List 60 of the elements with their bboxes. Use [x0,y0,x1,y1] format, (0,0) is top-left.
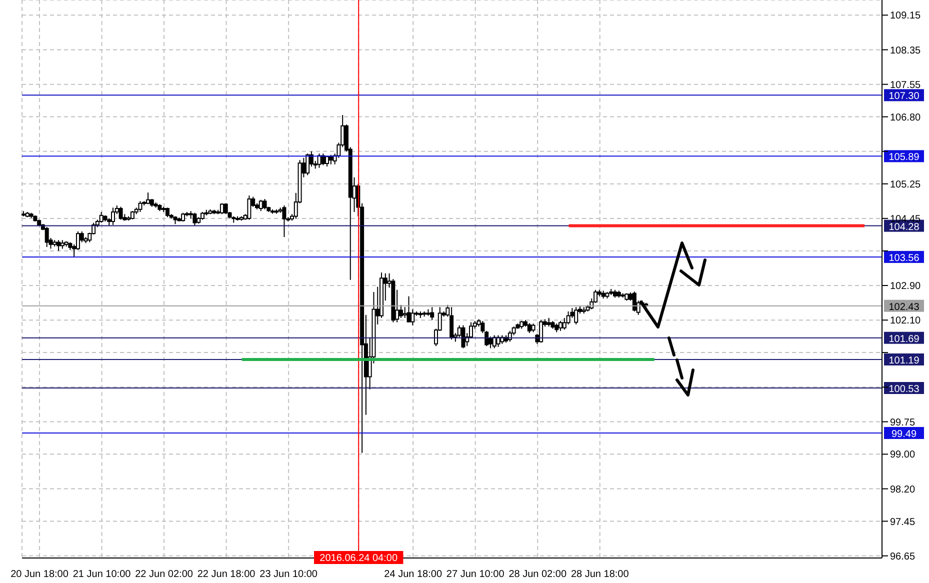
ref-line-label: 100.53 [888,384,920,396]
candlestick [450,306,454,340]
candlestick [539,320,544,344]
candlestick [461,324,466,349]
candlestick [558,320,563,332]
candlestick [527,322,532,334]
y-tick-label: 107.55 [890,80,922,91]
x-tick-label: 22 Jun 18:00 [197,569,256,580]
candlestick [111,207,115,226]
ref-line-label: 101.19 [888,355,920,366]
candlestick [138,200,142,212]
candlestick [406,296,411,323]
candlestick [410,308,415,326]
candlestick [99,211,104,224]
candlestick [165,207,170,218]
ref-line-label: 102.43 [888,302,920,313]
x-tick-label: 23 Jun 10:00 [260,569,318,580]
candlestick [247,195,252,220]
candlestick [430,306,434,321]
ref-line-label: 101.69 [888,334,920,345]
y-tick-label: 97.45 [890,516,916,528]
candlestick [574,306,578,325]
x-tick-label: 2016.06.24 04:00 [320,553,398,564]
y-tick-label: 105.25 [890,179,922,190]
y-tick-label: 102.10 [890,316,922,327]
candlestick [258,199,263,212]
x-tick-label: 24 Jun 18:00 [384,569,442,580]
candlestick [118,206,123,220]
y-tick-label: 108.35 [890,45,922,56]
candlestick [328,154,333,165]
y-tick-label: 98.20 [890,484,916,496]
candlestick [317,153,322,168]
candlestick [262,198,267,210]
ref-line-label: 103.56 [888,252,920,264]
y-tick-label: 99.75 [890,417,916,428]
x-tick-label: 21 Jun 10:00 [72,569,132,580]
candlestick [306,153,310,176]
y-tick-label: 99.00 [890,450,916,461]
ref-line-label: 104.28 [888,222,920,233]
candlestick [321,153,326,166]
candlestick [282,204,286,238]
candlestick [56,240,61,252]
candlestick [492,334,496,349]
x-tick-label: 28 Jun 18:00 [570,569,630,580]
candlestick [398,304,403,318]
y-tick-label: 102.90 [890,281,922,292]
ref-line-label: 99.49 [891,428,917,440]
y-tick-label: 109.15 [890,10,922,22]
y-tick-label: 96.65 [890,551,916,562]
candlestick [632,291,636,312]
ref-line-label: 107.30 [888,91,920,102]
ref-line-label: 105.89 [888,152,920,164]
candlestick [44,226,49,248]
x-tick-label: 20 Jun 18:00 [10,569,69,580]
candlestick [192,212,197,226]
x-tick-label: 27 Jun 10:00 [446,569,505,580]
x-tick-label: 22 Jun 02:00 [135,569,194,580]
candlestick [402,306,407,318]
x-tick-label: 28 Jun 02:00 [508,569,567,580]
y-tick-label: 106.80 [890,112,922,124]
